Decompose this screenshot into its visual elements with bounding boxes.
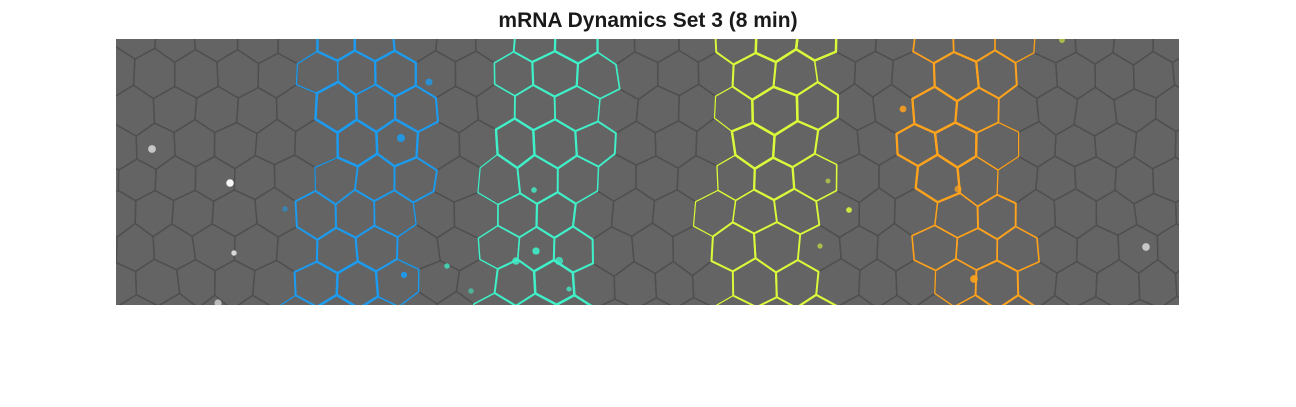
mrna-spot (846, 207, 852, 213)
mrna-spot (954, 185, 962, 193)
mrna-spot (1142, 243, 1150, 251)
mrna-spot (1059, 39, 1065, 43)
cell-outline (1171, 57, 1179, 89)
mrna-spot (468, 288, 474, 294)
cell-outline (200, 294, 228, 305)
cell-outline (158, 292, 196, 305)
mrna-spot (532, 247, 540, 255)
cell-outline (237, 294, 271, 305)
stripe-3-cell-outline (759, 296, 793, 305)
mrna-spot (282, 206, 288, 212)
cell-tissue-image (116, 39, 1179, 305)
stripe-1-cell-outline (375, 258, 420, 305)
mrna-spot (512, 257, 520, 265)
cell-outline (1174, 270, 1179, 298)
cell-outline (600, 298, 630, 305)
stripe-2-cell-outline (472, 292, 517, 305)
spot-layer (148, 39, 1150, 305)
mrna-spot (825, 178, 831, 184)
mrna-spot (899, 105, 907, 113)
mrna-spot (148, 145, 156, 153)
mrna-spot (566, 286, 572, 292)
mrna-spot (554, 256, 564, 266)
mrna-spot (231, 250, 237, 256)
mrna-spot (531, 187, 537, 193)
stripe-layer (279, 39, 1040, 305)
stripe-2-cell-outline (515, 292, 558, 305)
figure-title: mRNA Dynamics Set 3 (8 min) (498, 9, 798, 32)
image-background (116, 39, 1179, 305)
mrna-spot (226, 179, 234, 187)
microscopy-image (116, 39, 1179, 305)
mrna-spot (970, 275, 978, 283)
stripe-2-cell-outline (555, 293, 593, 305)
mrna-spot (444, 263, 450, 269)
mrna-spot (214, 299, 222, 305)
cell-outline (838, 294, 874, 305)
mrna-spot (396, 133, 406, 143)
mrna-spot (817, 243, 823, 249)
stripe-4-cell-outline (955, 294, 992, 305)
cell-outline (118, 293, 158, 305)
cell-outline (1127, 298, 1155, 305)
stripe-1-cell-outline (363, 295, 397, 305)
mrna-spot (425, 78, 433, 86)
mrna-spot (400, 271, 408, 279)
cell-outline (1174, 199, 1179, 226)
